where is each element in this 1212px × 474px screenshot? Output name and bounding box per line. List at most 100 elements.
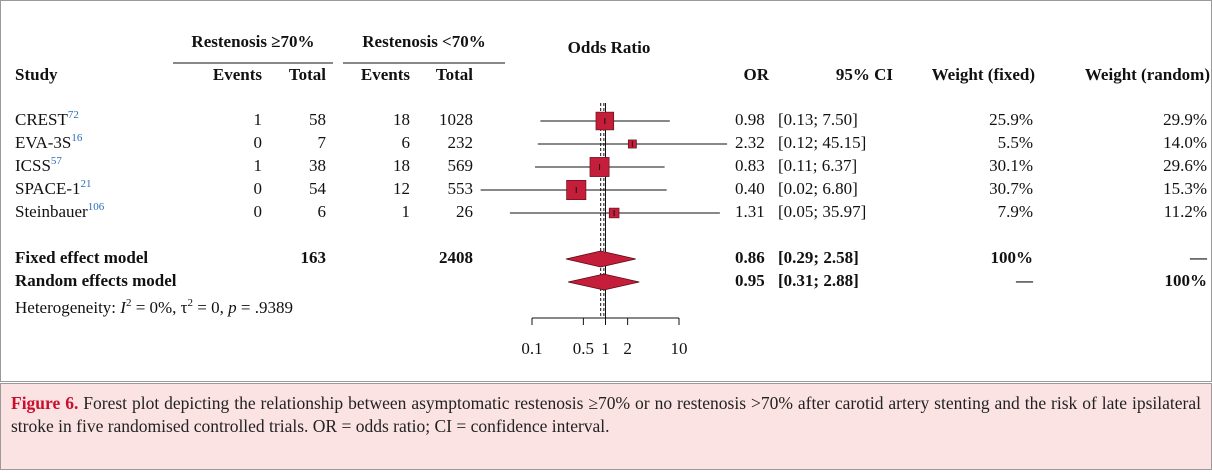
- summary-weight-fixed: —: [1015, 271, 1034, 290]
- ci-value: [0.05; 35.97]: [778, 202, 866, 221]
- figure: Restenosis ≥70% Restenosis <70% Odds Ratio…: [0, 0, 1212, 382]
- study-label: SPACE-1: [15, 179, 81, 198]
- study-label: CREST: [15, 110, 69, 129]
- group-header: Restenosis ≥70%: [191, 32, 314, 51]
- cell-total-2: 1028: [439, 110, 473, 129]
- study-name: Steinbauer106: [15, 201, 105, 221]
- column-header: Events: [213, 65, 263, 84]
- summary-ci: [0.31; 2.88]: [778, 271, 859, 290]
- column-header: Weight (random): [1085, 65, 1210, 84]
- cell-total-2: 232: [448, 133, 474, 152]
- study-label: EVA-3S: [15, 133, 71, 152]
- study-name: SPACE-121: [15, 178, 92, 198]
- study-name: ICSS57: [15, 155, 62, 175]
- cell-events-1: 0: [254, 202, 263, 221]
- cell-events-2: 6: [402, 133, 411, 152]
- weight-random: 11.2%: [1164, 202, 1207, 221]
- cell-total-2: 553: [448, 179, 474, 198]
- cell-events-1: 0: [254, 179, 263, 198]
- summary-weight-random: 100%: [1165, 271, 1208, 290]
- weight-fixed: 5.5%: [998, 133, 1033, 152]
- study-name: EVA-3S16: [15, 132, 83, 152]
- cell-events-2: 1: [402, 202, 411, 221]
- ci-value: [0.11; 6.37]: [778, 156, 857, 175]
- cell-events-1: 0: [254, 133, 263, 152]
- weight-fixed: 30.7%: [989, 179, 1033, 198]
- weight-random: 15.3%: [1163, 179, 1207, 198]
- heterogeneity-part: 2: [188, 297, 194, 309]
- summary-weight-fixed: 100%: [991, 248, 1034, 267]
- summary-ci: [0.29; 2.58]: [778, 248, 859, 267]
- study-ref: 72: [68, 109, 79, 121]
- heterogeneity-part: p: [227, 298, 237, 317]
- cell-total-1: 7: [318, 133, 327, 152]
- x-tick-label: 1: [601, 339, 610, 358]
- cell-events-1: 1: [254, 110, 263, 129]
- or-value: 0.98: [735, 110, 765, 129]
- column-header: Total: [289, 65, 326, 84]
- summary-total-2: 2408: [439, 248, 473, 267]
- heterogeneity-part: = 0,: [193, 298, 228, 317]
- study-label: Steinbauer: [15, 202, 88, 221]
- caption: Figure 6. Forest plot depicting the rela…: [0, 383, 1212, 470]
- study-ref: 21: [81, 178, 92, 190]
- weight-fixed: 30.1%: [989, 156, 1033, 175]
- column-header: Study: [15, 65, 58, 84]
- study-ref: 57: [51, 155, 63, 167]
- caption-label: Figure 6.: [11, 393, 79, 413]
- or-value: 2.32: [735, 133, 765, 152]
- or-value: 0.40: [735, 179, 765, 198]
- study-ref: 16: [71, 132, 83, 144]
- ci-value: [0.02; 6.80]: [778, 179, 858, 198]
- column-header: 95% CI: [836, 65, 894, 84]
- summary-name: Random effects model: [15, 271, 177, 290]
- summary-or: 0.86: [735, 248, 765, 267]
- heterogeneity-part: = 0%, τ: [131, 298, 187, 317]
- plot-title: Odds Ratio: [568, 38, 651, 57]
- or-value: 0.83: [735, 156, 765, 175]
- summary-name: Fixed effect model: [15, 248, 148, 267]
- weight-random: 29.6%: [1163, 156, 1207, 175]
- x-tick-label: 10: [671, 339, 688, 358]
- weight-fixed: 25.9%: [989, 110, 1033, 129]
- summary-total-1: 163: [301, 248, 327, 267]
- heterogeneity-part: = .9389: [237, 298, 293, 317]
- heterogeneity: Heterogeneity: I2 = 0%, τ2 = 0, p = .938…: [15, 297, 293, 317]
- x-tick-label: 2: [623, 339, 632, 358]
- cell-events-1: 1: [254, 156, 263, 175]
- heterogeneity-part: Heterogeneity:: [15, 298, 120, 317]
- study-name: CREST72: [15, 109, 79, 129]
- column-header: Events: [361, 65, 411, 84]
- x-tick-label: 0.5: [573, 339, 594, 358]
- cell-events-2: 18: [393, 156, 410, 175]
- ci-value: [0.12; 45.15]: [778, 133, 866, 152]
- cell-events-2: 12: [393, 179, 410, 198]
- weight-random: 29.9%: [1163, 110, 1207, 129]
- cell-total-1: 58: [309, 110, 326, 129]
- summary-weight-random: —: [1189, 248, 1208, 267]
- cell-total-2: 569: [448, 156, 474, 175]
- caption-text: Forest plot depicting the relationship b…: [11, 393, 1201, 436]
- column-header: Weight (fixed): [932, 65, 1035, 84]
- study-ref: 106: [88, 201, 105, 213]
- weight-random: 14.0%: [1163, 133, 1207, 152]
- cell-events-2: 18: [393, 110, 410, 129]
- study-label: ICSS: [15, 156, 51, 175]
- ci-value: [0.13; 7.50]: [778, 110, 858, 129]
- cell-total-2: 26: [456, 202, 473, 221]
- summary-or: 0.95: [735, 271, 765, 290]
- summary-diamond: [565, 250, 636, 268]
- summary-diamond: [568, 273, 640, 291]
- group-header: Restenosis <70%: [362, 32, 486, 51]
- cell-total-1: 54: [309, 179, 327, 198]
- heterogeneity-part: I: [119, 298, 127, 317]
- cell-total-1: 38: [309, 156, 326, 175]
- column-header: OR: [744, 65, 770, 84]
- cell-total-1: 6: [318, 202, 327, 221]
- or-value: 1.31: [735, 202, 765, 221]
- heterogeneity-part: 2: [126, 297, 132, 309]
- column-header: Total: [436, 65, 473, 84]
- x-tick-label: 0.1: [521, 339, 542, 358]
- weight-fixed: 7.9%: [998, 202, 1033, 221]
